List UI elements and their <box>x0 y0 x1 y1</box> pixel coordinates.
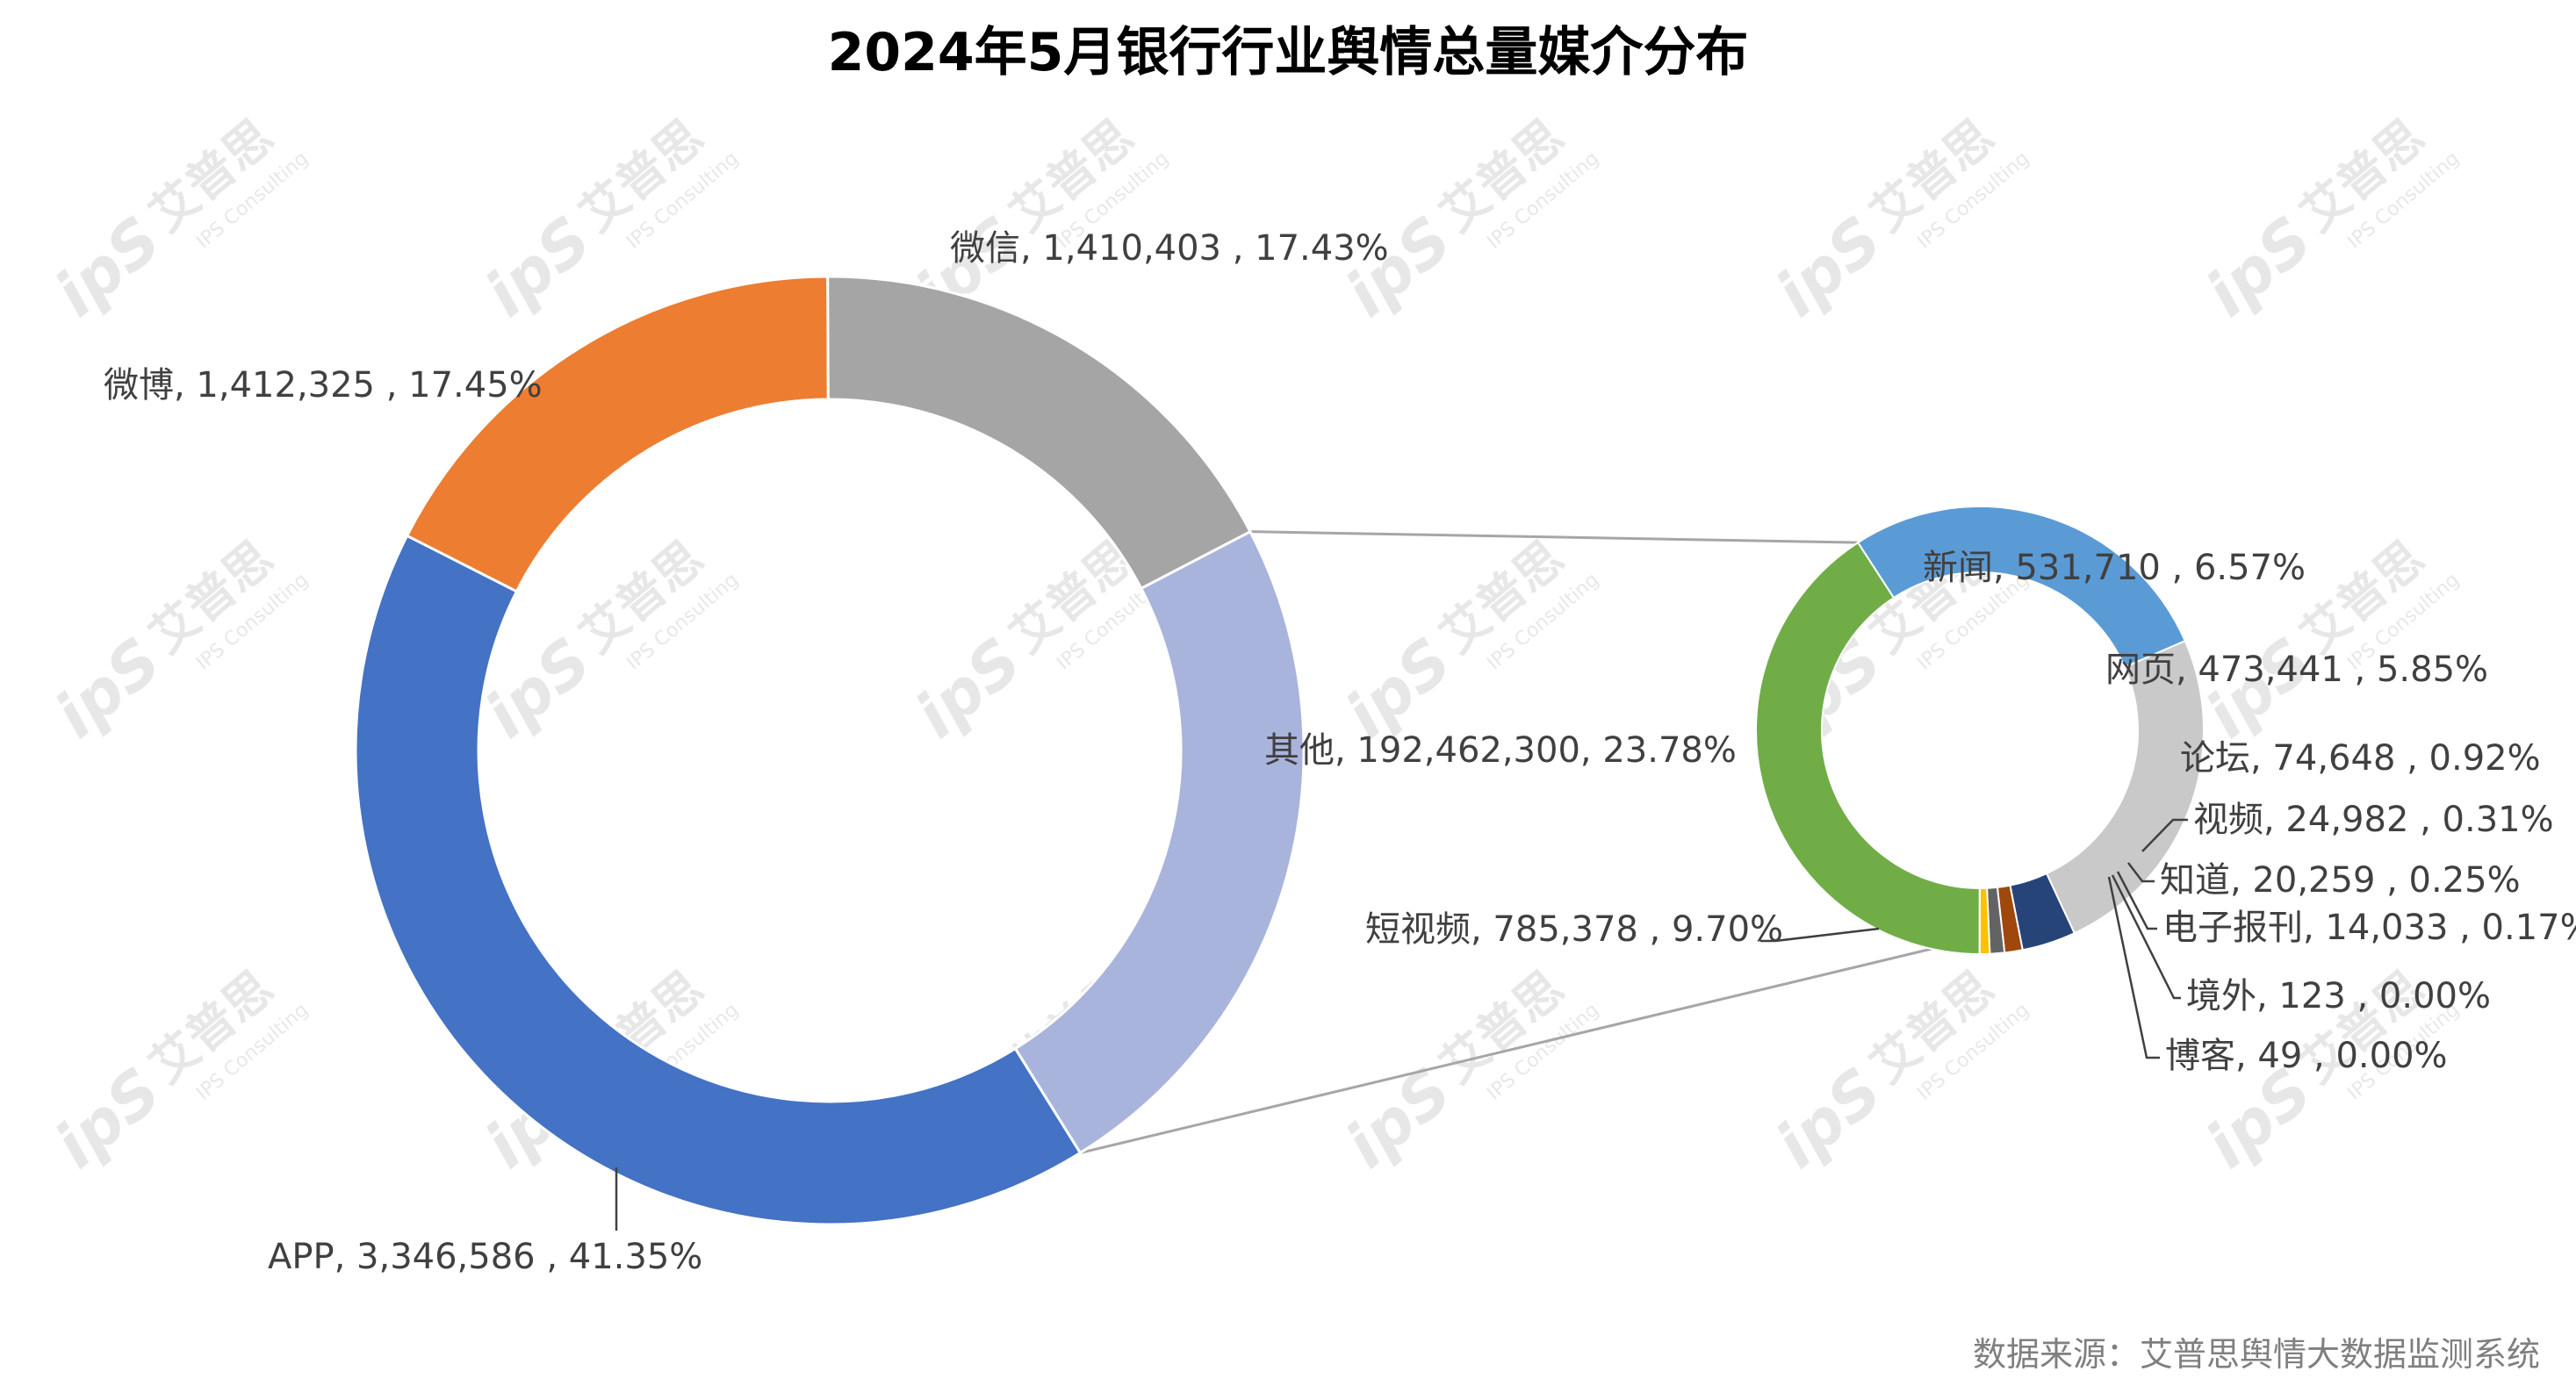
watermark-logo: ipS <box>41 1053 175 1182</box>
label-e5beaee4bfa1: 微信, 1,410,403 , 17.43% <box>950 228 1389 269</box>
main-slice-e5beaee4bfa1 <box>826 275 1253 591</box>
label-e8aebae59d9b: 论坛, 74,648 , 0.92% <box>2180 738 2541 779</box>
detail-slice-e696b0e997bb <box>1856 506 2187 669</box>
leader-e58d9ae5aea2 <box>2107 876 2160 1059</box>
zoom-connector-lines <box>1080 530 1932 1154</box>
label-e585b6e4bb96: 其他, 192,462,300, 23.78% <box>1264 730 1737 771</box>
source-note: 数据来源：艾普思舆情大数据监测系统 <box>1973 1335 2540 1374</box>
detail-slice-e79fade8a786e9a291 <box>1755 541 1981 956</box>
watermark-logo: ipS <box>1762 202 1896 331</box>
chart-title: 2024年5月银行行业舆情总量媒介分布 <box>828 22 1749 83</box>
label-e8a786e9a291: 视频, 24,982 , 0.31% <box>2193 800 2554 840</box>
label-e696b0e997bb: 新闻, 531,710 , 6.57% <box>1923 548 2306 588</box>
main-slice-e585b6e4bb96 <box>1013 529 1306 1155</box>
watermark-logo: ipS <box>2192 202 2326 331</box>
main-donut <box>354 275 1306 1226</box>
label-app: APP, 3,346,586 , 41.35% <box>268 1237 702 1277</box>
label-e794b5e5ad90e68aa5e5888a: 电子报刊, 14,033 , 0.17% <box>2162 908 2576 948</box>
watermark-logo: ipS <box>41 623 175 752</box>
data-labels: 其他, 192,462,300, 23.78% APP, 3,346,586 , … <box>104 228 2576 1277</box>
leader-e794b5e5ad90e68aa5e5888a <box>2116 871 2157 930</box>
watermark-logo: ipS <box>1762 1053 1896 1182</box>
label-e5a283e5a496: 境外, 123 , 0.00% <box>2186 976 2491 1016</box>
label-e79fade8a786e9a291: 短视频, 785,378 , 9.70% <box>1365 909 1783 950</box>
watermark-logo: ipS <box>1332 1053 1465 1182</box>
main-slice-e5beaee58d9a <box>405 275 830 593</box>
label-e5beaee58d9a: 微博, 1,412,325 , 17.45% <box>104 365 543 406</box>
watermark-logo: ipS <box>471 202 605 331</box>
label-e79fa5e98193: 知道, 20,259 , 0.25% <box>2160 860 2521 901</box>
watermark-logo: ipS <box>41 202 175 331</box>
connector-top <box>1249 530 1859 544</box>
connector-bottom <box>1080 947 1932 1154</box>
leader-e79fa5e98193 <box>2127 862 2155 883</box>
detail-donut <box>1755 506 2205 956</box>
main-slice-app <box>354 534 1083 1226</box>
label-e58d9ae5aea2: 博客, 49 , 0.00% <box>2165 1036 2448 1076</box>
label-e7bd91e9a1b5: 网页, 473,441 , 5.85% <box>2105 650 2488 690</box>
leader-lines <box>615 818 2188 1231</box>
leader-e79fade8a786e9a291 <box>1760 927 1880 943</box>
watermark-logo: ipS <box>902 623 1035 752</box>
leader-e8a786e9a291 <box>2141 818 2188 852</box>
detail-slice-e7bd91e9a1b5 <box>2045 639 2205 935</box>
leader-e5a283e5a496 <box>2111 874 2181 1000</box>
